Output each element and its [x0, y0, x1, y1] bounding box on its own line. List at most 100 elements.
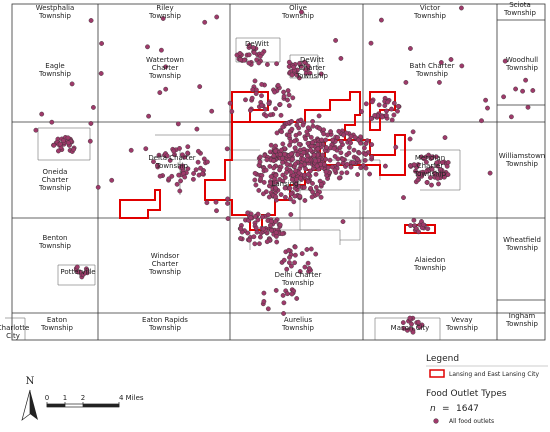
- north-arrow: N: [21, 376, 38, 421]
- food-outlet: [246, 60, 252, 66]
- food-outlet: [128, 147, 134, 153]
- township-label: Township: [38, 184, 72, 192]
- township-label: Township: [413, 170, 447, 178]
- township-label: Township: [505, 160, 539, 168]
- food-outlet: [291, 199, 297, 205]
- food-outlet: [185, 144, 191, 150]
- food-outlet: [338, 139, 344, 144]
- food-outlet: [408, 326, 413, 332]
- food-outlet: [318, 182, 324, 187]
- food-outlet: [273, 287, 279, 293]
- food-outlet: [348, 164, 354, 170]
- township-label: Charter: [152, 64, 179, 72]
- food-outlet: [229, 109, 235, 114]
- food-outlet: [171, 148, 177, 154]
- food-outlet: [433, 154, 439, 160]
- food-outlet: [348, 133, 354, 139]
- food-outlet: [273, 185, 279, 191]
- legend-n-value: 1647: [456, 404, 479, 414]
- food-outlet: [508, 114, 514, 120]
- food-outlet: [382, 163, 388, 169]
- food-outlet: [154, 162, 160, 168]
- food-outlet: [317, 126, 323, 131]
- food-outlet: [305, 179, 311, 185]
- food-outlet: [160, 16, 166, 21]
- food-outlet: [459, 63, 465, 69]
- food-outlet: [351, 147, 357, 153]
- food-outlet: [523, 77, 528, 83]
- food-outlet: [282, 151, 288, 157]
- food-outlet: [378, 17, 384, 23]
- legend-boundary-label: Lansing and East Lansing City: [449, 371, 540, 378]
- food-outlet: [177, 145, 182, 151]
- food-outlet: [225, 200, 230, 206]
- township-label: Township: [505, 320, 539, 328]
- food-outlet: [261, 298, 267, 304]
- food-outlet: [411, 162, 417, 168]
- food-outlet: [429, 166, 435, 172]
- food-outlet: [33, 127, 39, 133]
- food-outlet: [259, 93, 264, 99]
- food-outlet: [479, 118, 484, 124]
- food-outlet: [369, 154, 375, 160]
- food-outlet: [383, 113, 389, 118]
- food-outlet: [253, 225, 259, 231]
- food-outlet: [273, 172, 279, 178]
- food-outlet: [341, 132, 346, 138]
- food-outlet: [358, 165, 364, 171]
- township-label: Aurelius: [284, 316, 313, 324]
- food-outlet: [293, 168, 299, 174]
- food-outlet: [281, 311, 286, 316]
- township-label: Ingham: [509, 312, 536, 320]
- food-outlet: [163, 64, 169, 70]
- food-outlet: [251, 234, 257, 240]
- food-outlet: [272, 89, 277, 95]
- food-outlet: [296, 75, 302, 81]
- food-outlet: [421, 156, 427, 162]
- food-outlet: [287, 196, 293, 202]
- food-outlet: [315, 146, 321, 152]
- food-outlet: [198, 165, 203, 171]
- food-outlet: [355, 137, 361, 143]
- food-outlet: [298, 163, 304, 168]
- food-outlet: [65, 135, 71, 141]
- food-outlet: [286, 59, 292, 65]
- township-label: Windsor: [151, 252, 180, 260]
- food-outlet: [352, 134, 358, 140]
- scale-tick-label: 1: [63, 394, 67, 402]
- township-label: Watertown: [146, 56, 184, 64]
- food-outlet: [323, 144, 329, 150]
- food-outlet: [273, 219, 278, 224]
- food-outlet: [416, 229, 421, 235]
- food-outlet: [258, 176, 263, 182]
- township-label: Williamstown: [499, 152, 546, 160]
- food-outlet: [311, 152, 317, 158]
- food-outlet: [286, 260, 292, 265]
- township-label: City: [6, 332, 20, 340]
- food-outlet: [301, 184, 307, 190]
- food-outlet: [302, 198, 308, 203]
- food-outlet: [369, 99, 375, 105]
- food-outlet: [436, 80, 442, 85]
- food-outlet: [333, 38, 338, 43]
- food-outlet: [330, 137, 335, 143]
- food-outlet: [315, 191, 320, 197]
- food-outlet: [98, 71, 104, 76]
- food-outlet: [315, 142, 321, 147]
- food-outlet: [271, 153, 277, 159]
- food-outlet: [278, 112, 284, 118]
- food-outlet: [339, 170, 345, 176]
- scale-tick-label: 2: [81, 394, 85, 402]
- food-outlet: [57, 141, 63, 147]
- food-outlet: [238, 236, 243, 241]
- food-outlet: [259, 82, 265, 87]
- food-outlet: [305, 172, 311, 177]
- food-outlet: [245, 210, 251, 216]
- food-outlet: [251, 50, 257, 55]
- food-outlet: [71, 146, 77, 152]
- food-outlet: [261, 179, 267, 185]
- food-outlet: [265, 212, 271, 218]
- food-outlet: [355, 172, 360, 177]
- food-outlet: [310, 189, 315, 195]
- food-outlet: [303, 136, 308, 142]
